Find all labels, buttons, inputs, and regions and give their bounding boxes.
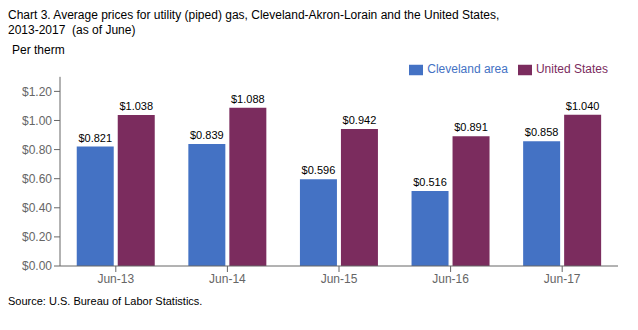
svg-text:$1.00: $1.00 (22, 114, 52, 128)
svg-text:$0.80: $0.80 (22, 143, 52, 157)
html-text:United States: United States (536, 62, 608, 76)
svg-text:$0.839: $0.839 (190, 129, 224, 141)
svg-text:Jun-16: Jun-16 (432, 272, 469, 286)
html-text:Chart 3. Average prices for ut: Chart 3. Average prices for utility (pip… (8, 8, 500, 22)
svg-text:$0.596: $0.596 (302, 164, 336, 176)
html-text:Source: U.S. Bureau of Labor S: Source: U.S. Bureau of Labor Statistics. (8, 295, 203, 307)
svg-text:$0.00: $0.00 (22, 259, 52, 273)
svg-text:$1.088: $1.088 (231, 93, 265, 105)
html-text:2013-2017 (as of June): 2013-2017 (as of June) (8, 23, 136, 37)
svg-text:$0.60: $0.60 (22, 172, 52, 186)
svg-text:Jun-17: Jun-17 (544, 272, 581, 286)
svg-text:Jun-14: Jun-14 (209, 272, 246, 286)
html-text:Cleveland area: Cleveland area (427, 62, 508, 76)
svg-text:$0.891: $0.891 (454, 121, 488, 133)
svg-text:$1.038: $1.038 (119, 100, 153, 112)
svg-text:Jun-15: Jun-15 (321, 272, 358, 286)
html-text:Per therm: Per therm (12, 43, 65, 57)
svg-text:$0.858: $0.858 (525, 126, 559, 138)
svg-text:$0.821: $0.821 (78, 132, 112, 144)
svg-text:Jun-13: Jun-13 (97, 272, 134, 286)
svg-text:$1.20: $1.20 (22, 85, 52, 99)
svg-text:$0.942: $0.942 (343, 114, 377, 126)
svg-text:$1.040: $1.040 (566, 100, 600, 112)
svg-text:$0.516: $0.516 (413, 176, 447, 188)
svg-text:$0.40: $0.40 (22, 201, 52, 215)
svg-text:$0.20: $0.20 (22, 230, 52, 244)
